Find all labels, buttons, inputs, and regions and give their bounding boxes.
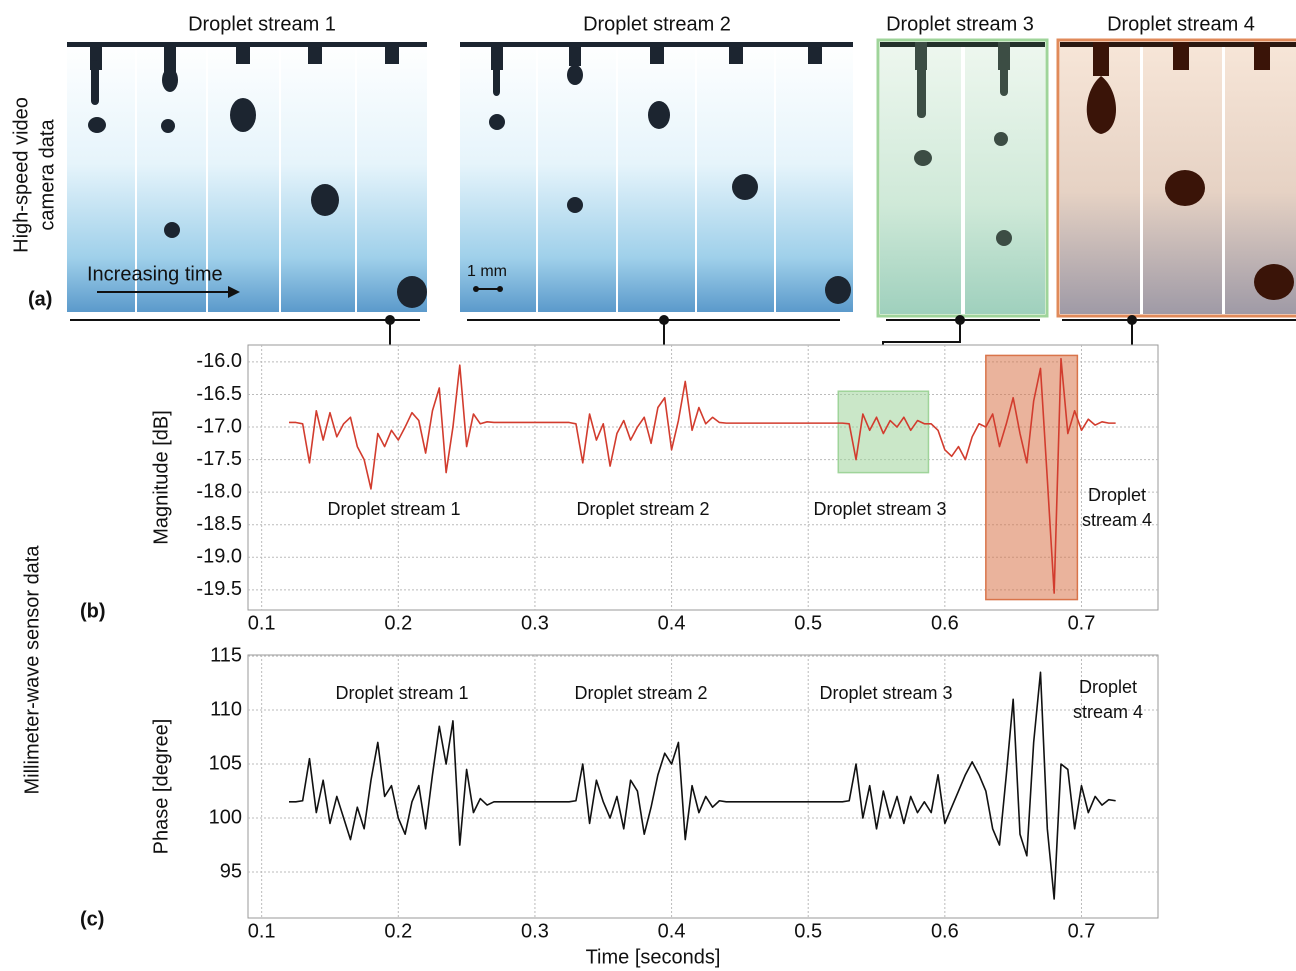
annotation: Droplet bbox=[1079, 677, 1137, 697]
x-tick-label: 0.6 bbox=[931, 920, 959, 942]
y-tick-label: -19.0 bbox=[196, 546, 242, 568]
y-tick-label: -18.5 bbox=[196, 513, 242, 535]
x-tick-label: 0.3 bbox=[521, 612, 549, 634]
y-tick-label: 100 bbox=[209, 806, 242, 828]
video-frames bbox=[67, 38, 1296, 401]
x-tick-label: 0.2 bbox=[384, 920, 412, 942]
panel-ylabel: High-speed video bbox=[10, 97, 32, 253]
x-tick-label: 0.6 bbox=[931, 612, 959, 634]
data-line bbox=[288, 357, 1116, 594]
y-axis-label: Phase [degree] bbox=[150, 719, 172, 855]
x-tick-label: 0.2 bbox=[384, 612, 412, 634]
annotation: Droplet stream 2 bbox=[576, 499, 709, 519]
panel-label: (c) bbox=[80, 908, 104, 930]
annotation: stream 4 bbox=[1082, 510, 1152, 530]
y-tick-label: 110 bbox=[210, 698, 242, 720]
y-tick-label: 115 bbox=[210, 644, 242, 666]
stream-title: Droplet stream 1 bbox=[188, 13, 336, 35]
x-tick-label: 0.1 bbox=[248, 612, 276, 634]
y-tick-label: -16.5 bbox=[196, 383, 242, 405]
plot-area bbox=[247, 654, 1159, 919]
annotation: Droplet bbox=[1088, 485, 1146, 505]
annotation: Droplet stream 1 bbox=[335, 683, 468, 703]
y-axis-label: Magnitude [dB] bbox=[150, 410, 172, 545]
y-tick-label: 95 bbox=[220, 860, 242, 882]
scale-label: 1 mm bbox=[467, 263, 507, 280]
y-tick-label: -16.0 bbox=[196, 350, 242, 372]
y-tick-label: -17.0 bbox=[196, 415, 242, 437]
data-line bbox=[288, 671, 1116, 900]
time-label: Increasing time bbox=[87, 263, 223, 285]
x-tick-label: 0.5 bbox=[794, 612, 822, 634]
x-tick-label: 0.4 bbox=[658, 612, 686, 634]
x-tick-label: 0.5 bbox=[794, 920, 822, 942]
sensor-label: Millimeter-wave sensor data bbox=[21, 545, 43, 795]
y-tick-label: -19.5 bbox=[196, 578, 242, 600]
panel-label: (a) bbox=[28, 288, 52, 310]
x-tick-label: 0.3 bbox=[521, 920, 549, 942]
annotation: stream 4 bbox=[1073, 702, 1143, 722]
x-tick-label: 0.1 bbox=[248, 920, 276, 942]
x-axis-label: Time [seconds] bbox=[586, 946, 721, 968]
x-tick-label: 0.7 bbox=[1068, 920, 1096, 942]
stream-title: Droplet stream 4 bbox=[1107, 13, 1255, 35]
annotation: Droplet stream 3 bbox=[813, 499, 946, 519]
stream-title: Droplet stream 2 bbox=[583, 13, 731, 35]
x-tick-label: 0.4 bbox=[658, 920, 686, 942]
annotation: Droplet stream 1 bbox=[327, 499, 460, 519]
stream-title: Droplet stream 3 bbox=[886, 13, 1034, 35]
annotation: Droplet stream 3 bbox=[819, 683, 952, 703]
annotation: Droplet stream 2 bbox=[574, 683, 707, 703]
panel-label: (b) bbox=[80, 600, 106, 622]
x-tick-label: 0.7 bbox=[1068, 612, 1096, 634]
y-tick-label: -18.0 bbox=[196, 480, 242, 502]
highlight-region bbox=[985, 354, 1079, 601]
y-tick-label: -17.5 bbox=[196, 448, 242, 470]
panel-ylabel: camera data bbox=[36, 119, 58, 231]
y-tick-label: 105 bbox=[209, 752, 242, 774]
